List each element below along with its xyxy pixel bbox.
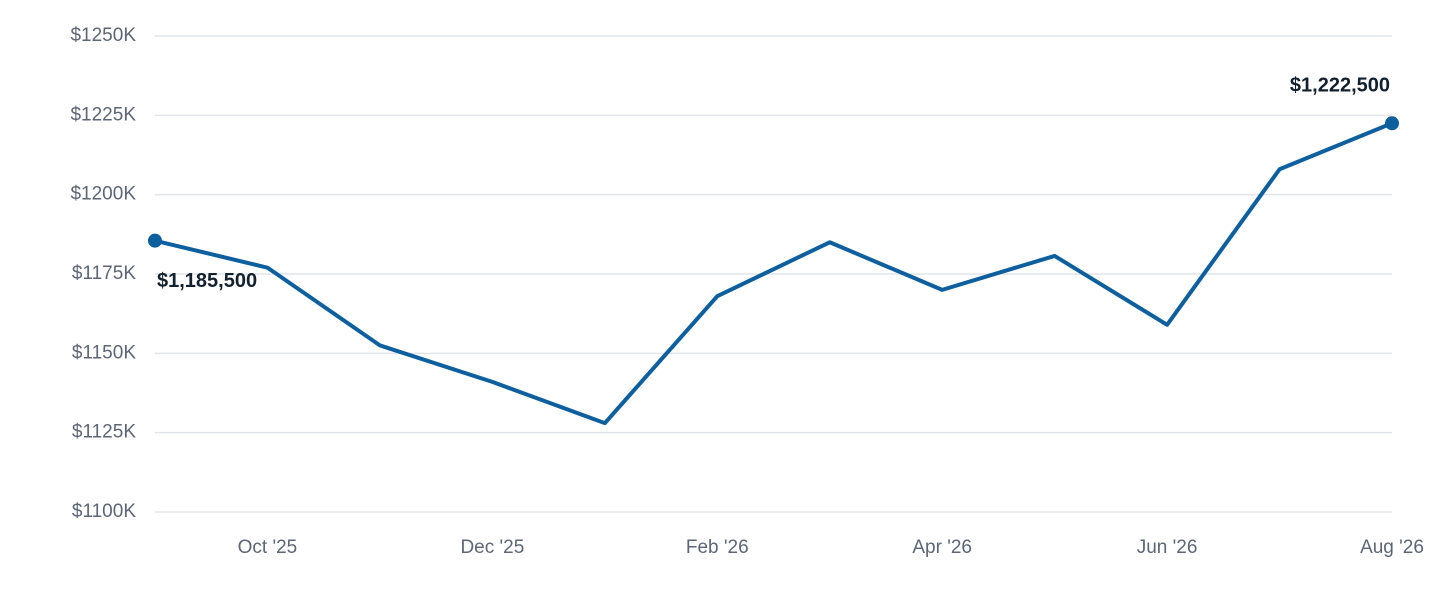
x-tick-label: Jun '26 bbox=[1137, 537, 1198, 558]
y-tick-label: $1125K bbox=[72, 422, 136, 443]
x-tick-label: Oct '25 bbox=[238, 537, 298, 558]
y-tick-label: $1150K bbox=[72, 342, 136, 363]
data-point bbox=[148, 233, 162, 248]
y-tick-label: $1200K bbox=[70, 184, 136, 205]
x-tick-label: Feb '26 bbox=[686, 537, 749, 558]
value-label: $1,222,500 bbox=[1290, 75, 1390, 97]
value-label: $1,185,500 bbox=[157, 270, 257, 292]
y-tick-label: $1100K bbox=[72, 501, 136, 522]
y-tick-label: $1250K bbox=[70, 25, 136, 46]
x-tick-label: Dec '25 bbox=[460, 537, 524, 558]
data-point bbox=[1385, 116, 1399, 131]
x-tick-label: Aug '26 bbox=[1360, 537, 1424, 558]
y-tick-label: $1175K bbox=[72, 263, 136, 284]
data-line bbox=[154, 121, 1393, 426]
y-tick-label: $1225K bbox=[70, 104, 136, 125]
x-tick-label: Apr '26 bbox=[912, 537, 972, 558]
